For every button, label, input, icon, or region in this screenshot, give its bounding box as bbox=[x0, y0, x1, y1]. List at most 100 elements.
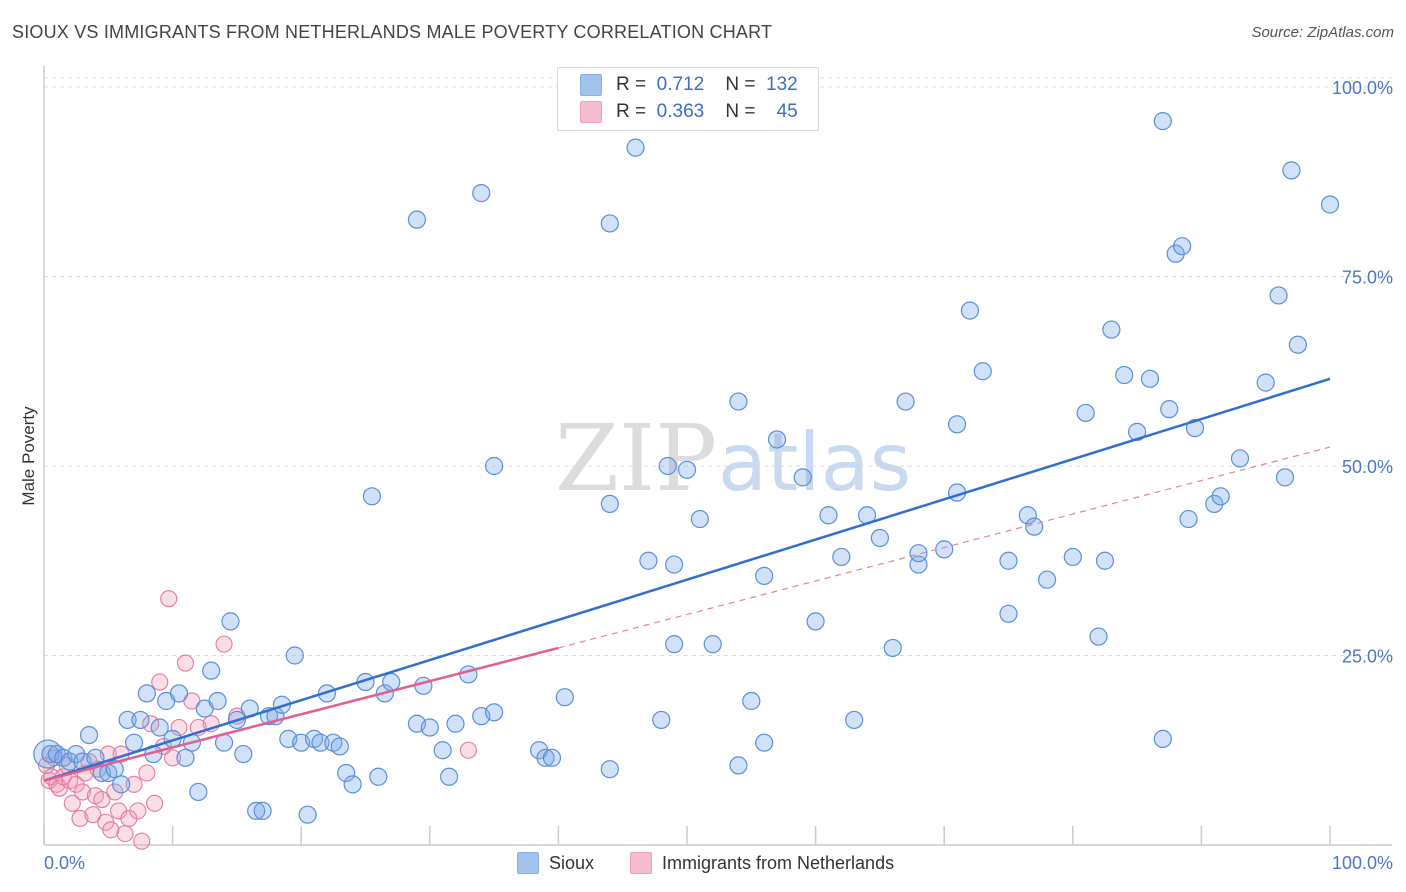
data-point-sioux bbox=[600, 760, 619, 779]
data-point-sioux bbox=[362, 487, 382, 506]
data-point-netherlands bbox=[164, 749, 182, 767]
data-point-netherlands bbox=[71, 809, 89, 828]
data-point-sioux bbox=[626, 138, 645, 157]
data-point-sioux bbox=[234, 744, 253, 764]
chart-title: SIOUX VS IMMIGRANTS FROM NETHERLANDS MAL… bbox=[12, 22, 773, 42]
data-point-sioux bbox=[337, 763, 356, 783]
data-point-netherlands bbox=[176, 654, 195, 672]
data-point-netherlands bbox=[459, 741, 477, 759]
data-point-sioux bbox=[845, 710, 864, 730]
trend-lines bbox=[43, 377, 1331, 782]
data-point-sioux bbox=[999, 604, 1018, 623]
legend-row-sioux: R = 0.712 N = 132 bbox=[580, 74, 798, 100]
data-point-sioux bbox=[369, 767, 388, 786]
data-point-sioux bbox=[253, 801, 272, 820]
data-point-sioux bbox=[439, 767, 459, 786]
watermark: ZIP atlas bbox=[555, 405, 911, 512]
series-legend: Sioux Immigrants from Netherlands bbox=[0, 852, 1406, 878]
data-point-sioux bbox=[446, 714, 465, 733]
data-point-sioux bbox=[137, 684, 156, 703]
watermark-zip: ZIP bbox=[555, 405, 717, 512]
y-tick-label: 75.0% bbox=[1342, 268, 1393, 288]
data-point-sioux bbox=[819, 506, 838, 525]
data-point-sioux bbox=[176, 748, 195, 767]
data-point-sioux bbox=[67, 744, 86, 764]
data-point-sioux bbox=[755, 566, 774, 586]
legend-label-sioux: Sioux bbox=[549, 852, 595, 873]
data-point-sioux bbox=[665, 555, 684, 574]
data-point-sioux bbox=[690, 509, 709, 529]
data-point-sioux bbox=[1275, 468, 1295, 487]
data-point-sioux bbox=[1076, 403, 1095, 423]
legend-swatch-netherlands bbox=[580, 101, 602, 123]
data-point-sioux bbox=[285, 646, 304, 665]
legend-n-value-netherlands: 45 bbox=[776, 101, 798, 122]
data-point-sioux bbox=[1320, 195, 1340, 214]
data-point-sioux bbox=[60, 752, 79, 771]
data-point-sioux bbox=[1153, 112, 1172, 131]
series-sioux-points bbox=[33, 112, 1340, 824]
data-point-sioux bbox=[485, 456, 504, 476]
data-point-sioux bbox=[1063, 547, 1082, 567]
data-point-sioux bbox=[542, 748, 562, 767]
legend-row-netherlands: R = 0.363 N = 45 bbox=[580, 101, 798, 127]
data-point-netherlands bbox=[170, 718, 188, 737]
data-point-sioux bbox=[79, 725, 99, 745]
data-point-sioux bbox=[112, 775, 131, 794]
data-point-sioux bbox=[703, 635, 722, 654]
data-point-sioux bbox=[658, 456, 677, 476]
trend-line-netherlands bbox=[43, 646, 559, 782]
data-point-sioux bbox=[870, 528, 890, 548]
data-point-sioux bbox=[221, 612, 240, 631]
data-point-sioux bbox=[742, 691, 761, 711]
data-point-sioux bbox=[1115, 365, 1134, 385]
data-point-sioux bbox=[330, 737, 349, 756]
data-point-sioux bbox=[600, 494, 619, 513]
data-point-sioux bbox=[1089, 627, 1108, 646]
trend-line-sioux bbox=[43, 377, 1331, 782]
data-point-netherlands bbox=[102, 821, 120, 839]
y-tick-label: 50.0% bbox=[1342, 457, 1393, 477]
legend-swatch-netherlands bbox=[630, 852, 652, 875]
data-point-sioux bbox=[150, 718, 169, 737]
data-point-sioux bbox=[343, 775, 362, 794]
legend-swatch-sioux bbox=[517, 852, 539, 875]
data-point-netherlands bbox=[116, 825, 134, 843]
data-point-sioux bbox=[1230, 449, 1250, 468]
data-point-sioux bbox=[131, 710, 150, 730]
data-point-sioux bbox=[1153, 729, 1172, 748]
data-point-sioux bbox=[420, 718, 439, 737]
legend-r-value-sioux: 0.712 bbox=[656, 74, 705, 95]
source-credit: Source: ZipAtlas.com bbox=[1251, 24, 1394, 41]
data-point-netherlands bbox=[160, 590, 178, 608]
data-point-sioux bbox=[311, 733, 330, 752]
data-point-sioux bbox=[1288, 335, 1307, 354]
data-point-sioux bbox=[1102, 320, 1121, 339]
data-point-sioux bbox=[960, 301, 980, 320]
y-tick-label: 25.0% bbox=[1342, 647, 1393, 667]
data-point-sioux bbox=[909, 544, 928, 563]
data-point-sioux bbox=[1282, 161, 1301, 180]
data-point-sioux bbox=[832, 547, 851, 567]
data-point-sioux bbox=[729, 756, 748, 775]
data-point-sioux bbox=[755, 733, 774, 752]
data-point-sioux bbox=[1166, 244, 1185, 263]
legend-item-netherlands[interactable]: Immigrants from Netherlands bbox=[630, 852, 894, 875]
data-point-sioux bbox=[382, 672, 401, 692]
data-point-netherlands bbox=[138, 764, 156, 782]
data-point-sioux bbox=[973, 362, 992, 381]
legend-n-label: N = bbox=[725, 74, 756, 95]
data-point-netherlands bbox=[63, 794, 81, 812]
data-point-sioux bbox=[1185, 419, 1205, 438]
data-point-sioux bbox=[1025, 517, 1044, 536]
legend-n-label: N = bbox=[725, 101, 756, 122]
data-point-netherlands bbox=[74, 783, 92, 801]
legend-item-sioux[interactable]: Sioux bbox=[517, 852, 595, 875]
tick-labels: 25.0% 50.0% 75.0% 100.0% 0.0% 100.0% bbox=[44, 78, 1393, 873]
data-point-sioux bbox=[947, 415, 967, 434]
data-point-sioux bbox=[896, 392, 915, 411]
data-point-sioux bbox=[414, 676, 433, 695]
data-point-sioux bbox=[202, 661, 221, 680]
data-point-sioux bbox=[472, 184, 491, 203]
